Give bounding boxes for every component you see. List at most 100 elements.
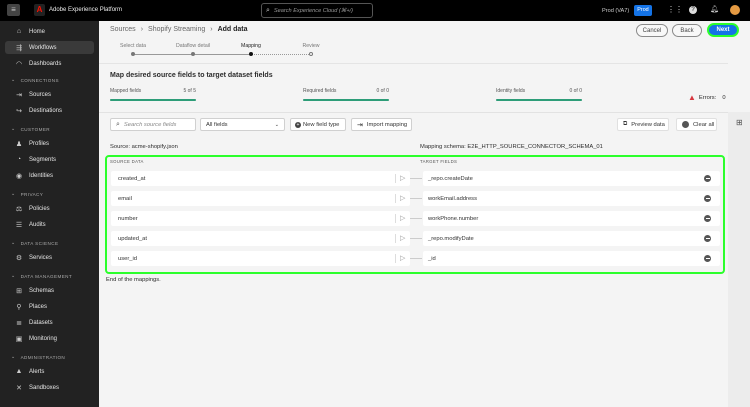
preview-icon: ⧉ bbox=[623, 121, 628, 127]
sidebar-item-alerts[interactable]: ▲ Alerts bbox=[15, 368, 45, 375]
sidebar-item-audits[interactable]: ☰ Audits bbox=[15, 221, 46, 229]
clear-all-button[interactable]: Clear all bbox=[676, 118, 717, 131]
right-rail bbox=[728, 112, 750, 407]
new-field-type-button[interactable]: + New field type bbox=[290, 118, 346, 131]
source-field-row[interactable]: email ▷ bbox=[111, 191, 410, 206]
sidebar-item-profiles[interactable]: ♟ Profiles bbox=[15, 140, 50, 148]
divider bbox=[395, 234, 396, 243]
app-title: Adobe Experience Platform bbox=[49, 7, 123, 13]
breadcrumb-current: Add data bbox=[217, 26, 248, 33]
avatar[interactable] bbox=[730, 5, 740, 15]
mapping-connector bbox=[410, 218, 422, 219]
next-button[interactable]: Next bbox=[707, 23, 739, 37]
fields-filter-dropdown[interactable]: All fields ⌄ bbox=[200, 118, 285, 131]
target-field-row[interactable]: _repo.createDate bbox=[423, 171, 720, 186]
divider bbox=[99, 112, 728, 113]
sidebar-section-data-management[interactable]: ⌄ DATA MANAGEMENT bbox=[11, 273, 73, 279]
breadcrumb-shopify[interactable]: Shopify Streaming bbox=[148, 26, 206, 33]
progress-bar-fill bbox=[496, 98, 582, 101]
map-arrow-icon[interactable]: ▷ bbox=[400, 175, 406, 182]
audits-icon: ☰ bbox=[15, 221, 23, 229]
progress-bar-fill bbox=[303, 98, 389, 101]
remove-mapping-icon[interactable] bbox=[704, 215, 711, 222]
source-field-row[interactable]: number ▷ bbox=[111, 211, 410, 226]
segments-icon: ◔ bbox=[16, 156, 22, 163]
sidebar-section-connections[interactable]: ⌄ CONNECTIONS bbox=[11, 77, 59, 83]
mapping-connector bbox=[410, 238, 422, 239]
global-search[interactable]: ⌕ Search Experience Cloud (⌘+/) bbox=[261, 3, 373, 18]
divider bbox=[395, 194, 396, 203]
sidebar-item-monitoring[interactable]: ▣ Monitoring bbox=[15, 335, 58, 343]
sidebar-section-customer[interactable]: ⌄ CUSTOMER bbox=[11, 126, 50, 132]
sandbox-badge[interactable]: Prod bbox=[634, 5, 652, 16]
sidebar-item-schemas[interactable]: ⊞ Schemas bbox=[5, 284, 94, 297]
chevron-down-icon: ⌄ bbox=[11, 77, 16, 83]
back-button[interactable]: Back bbox=[672, 24, 702, 37]
search-icon: ⌕ bbox=[116, 120, 120, 128]
map-arrow-icon[interactable]: ▷ bbox=[400, 215, 406, 222]
sidebar-item-datasets[interactable]: ≣ Datasets bbox=[5, 316, 94, 329]
source-field-row[interactable]: updated_at ▷ bbox=[111, 231, 410, 246]
sidebar-section-privacy[interactable]: ⌄ PRIVACY bbox=[11, 191, 44, 197]
remove-mapping-icon[interactable] bbox=[704, 255, 711, 262]
remove-mapping-icon[interactable] bbox=[704, 195, 711, 202]
map-arrow-icon[interactable]: ▷ bbox=[400, 195, 406, 202]
sidebar-item-dashboards[interactable]: ◠ Dashboards bbox=[15, 60, 62, 68]
alerts-icon: ▲ bbox=[15, 368, 23, 375]
sidebar-item-policies[interactable]: ⚖ Policies bbox=[15, 205, 50, 213]
target-field-row[interactable]: workPhone.number bbox=[423, 211, 720, 226]
home-icon: ⌂ bbox=[16, 28, 22, 35]
mapping-title: Map desired source fields to target data… bbox=[110, 72, 273, 79]
source-field-row[interactable]: user_id ▷ bbox=[111, 251, 410, 266]
help-icon[interactable]: ? bbox=[689, 6, 697, 14]
notifications-bell-icon[interactable]: 🔔︎ bbox=[710, 6, 719, 13]
menu-button[interactable]: ≡ bbox=[7, 4, 20, 16]
progress-bar-fill bbox=[110, 98, 196, 101]
step-label: Review bbox=[302, 43, 320, 49]
map-arrow-icon[interactable]: ▷ bbox=[400, 235, 406, 242]
step-dot-done bbox=[191, 52, 195, 56]
minus-circle-icon bbox=[682, 121, 689, 128]
cancel-button[interactable]: Cancel bbox=[636, 24, 668, 37]
search-source-fields-input[interactable]: ⌕ Search source fields bbox=[110, 118, 196, 131]
chevron-down-icon: ⌄ bbox=[274, 121, 279, 128]
sidebar-item-sandboxes[interactable]: ✕ Sandboxes bbox=[5, 381, 94, 394]
identities-icon: ◉ bbox=[15, 172, 23, 180]
remove-mapping-icon[interactable] bbox=[704, 235, 711, 242]
source-data-header: SOURCE DATA bbox=[110, 159, 144, 164]
search-icon: ⌕ bbox=[266, 6, 270, 14]
step-dot-done bbox=[131, 52, 135, 56]
org-switcher[interactable]: Prod (VA7) bbox=[602, 8, 630, 14]
sources-icon: ⇥ bbox=[16, 91, 22, 99]
progress-label: Identity fields bbox=[496, 88, 526, 94]
mapping-schema: Mapping schema: E2E_HTTP_SOURCE_CONNECTO… bbox=[420, 144, 603, 150]
source-field-row[interactable]: created_at ▷ bbox=[111, 171, 410, 186]
sidebar-item-home[interactable]: ⌂ Home bbox=[5, 25, 94, 38]
datasets-icon: ≣ bbox=[16, 319, 22, 327]
preview-data-button[interactable]: ⧉ Preview data bbox=[617, 118, 669, 131]
sidebar-section-administration[interactable]: ⌄ ADMINISTRATION bbox=[11, 354, 66, 360]
import-mapping-button[interactable]: ⇥ Import mapping bbox=[351, 118, 412, 131]
sidebar-item-places[interactable]: ⚲ Places bbox=[5, 300, 94, 313]
sidebar-item-identities[interactable]: ◉ Identities bbox=[15, 172, 54, 180]
breadcrumb-sources[interactable]: Sources bbox=[110, 26, 136, 33]
progress-value: 0 of 0 bbox=[376, 88, 389, 94]
target-field-row[interactable]: workEmail.address bbox=[423, 191, 720, 206]
sidebar-item-workflows[interactable]: ⇶ Workflows bbox=[5, 41, 94, 54]
sidebar-item-segments[interactable]: ◔ Segments bbox=[5, 153, 94, 166]
policies-icon: ⚖ bbox=[15, 205, 23, 213]
map-arrow-icon[interactable]: ▷ bbox=[400, 255, 406, 262]
sidebar-item-services[interactable]: ⚙ Services bbox=[15, 254, 53, 262]
target-field-row[interactable]: _repo.modifyDate bbox=[423, 231, 720, 246]
sidebar-section-data-science[interactable]: ⌄ DATA SCIENCE bbox=[11, 240, 59, 246]
sidebar-item-sources[interactable]: ⇥ Sources bbox=[5, 88, 94, 101]
target-field-row[interactable]: _id bbox=[423, 251, 720, 266]
sandboxes-icon: ✕ bbox=[16, 384, 22, 392]
remove-mapping-icon[interactable] bbox=[704, 175, 711, 182]
schemas-icon: ⊞ bbox=[16, 287, 22, 295]
schema-tree-icon[interactable]: ⊞ bbox=[736, 118, 743, 127]
sidebar-item-destinations[interactable]: ↪ Destinations bbox=[5, 104, 94, 117]
progress-value: 5 of 5 bbox=[183, 88, 196, 94]
progress-label: Required fields bbox=[303, 88, 337, 94]
apps-grid-icon[interactable]: ⋮⋮ bbox=[667, 5, 683, 14]
